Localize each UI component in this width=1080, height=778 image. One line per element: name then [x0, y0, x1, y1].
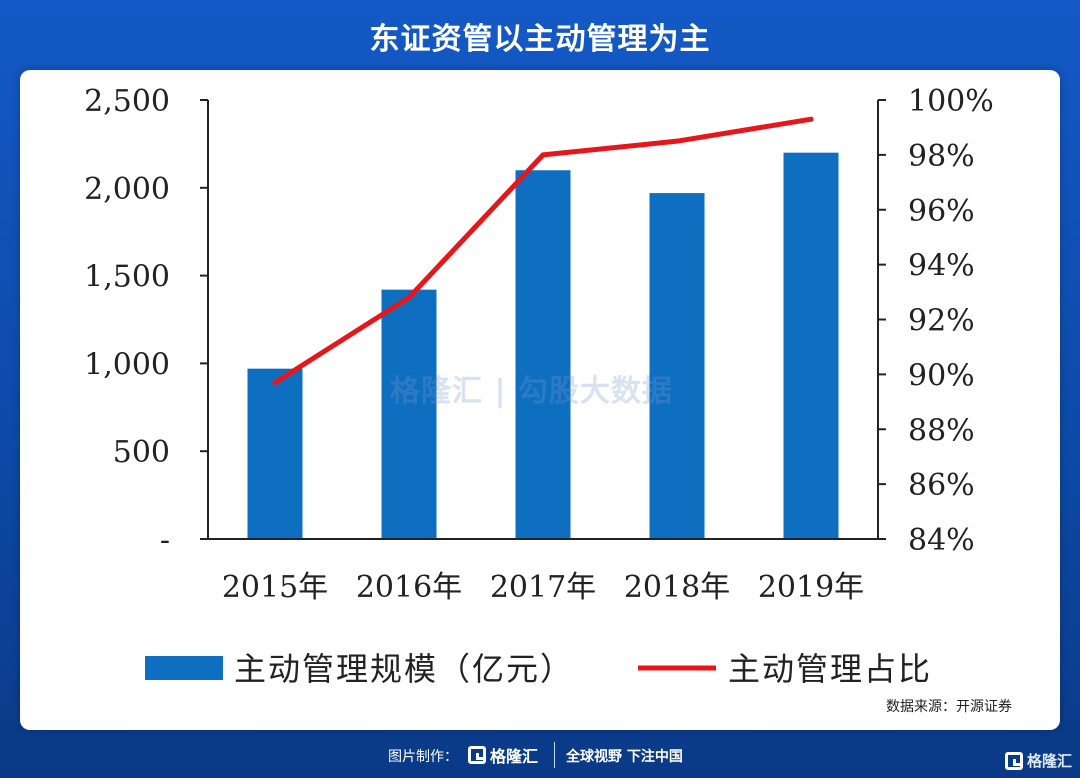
bar-2015年: [247, 368, 303, 539]
y-left-tick-label: -: [160, 523, 170, 558]
y-right-tick-label: 100%: [908, 84, 994, 119]
bar-2017年: [515, 170, 571, 539]
bar-2016年: [381, 289, 437, 539]
chart-card: - 500 1,000 1,500 2,000 2,500 84% 86% 88% 90% 92% 9…: [20, 70, 1060, 730]
line-point: [406, 295, 412, 301]
footer-bar: 图片制作： 格隆汇 全球视野 下注中国 格隆汇: [0, 730, 1080, 778]
line-point: [540, 152, 546, 158]
y-left-tick-label: 1,500: [84, 260, 170, 295]
y-right-tick-label: 94%: [908, 249, 975, 284]
source-note: 数据来源：开源证券: [886, 699, 1012, 715]
corner-logo: 格隆汇: [1004, 750, 1072, 771]
x-tick-label: 2016年: [356, 570, 462, 605]
logo-icon: [468, 746, 486, 764]
y-right-tick-label: 90%: [908, 358, 975, 393]
footer-label: 图片制作：: [388, 749, 458, 765]
y-right-tick-label: 86%: [908, 468, 975, 503]
legend-label-bar: 主动管理规模（亿元）: [234, 650, 574, 688]
chart: - 500 1,000 1,500 2,000 2,500 84% 86% 88% 90% 92% 9…: [84, 84, 994, 688]
legend-label-line: 主动管理占比: [728, 650, 932, 688]
page-title: 东证资管以主动管理为主: [369, 22, 711, 57]
y-right-tick-label: 92%: [908, 304, 975, 339]
y-right-tick-label: 88%: [908, 413, 975, 448]
y-left-tick-label: 1,000: [84, 347, 170, 382]
y-left-tick-label: 2,500: [84, 84, 170, 119]
y-left-tick-label: 2,000: [84, 172, 170, 207]
x-tick-label: 2019年: [758, 570, 864, 605]
x-tick-label: 2015年: [222, 570, 328, 605]
footer-slogan: 全球视野 下注中国: [566, 749, 683, 765]
watermark: 格隆汇 | 勾股大数据: [390, 374, 673, 409]
footer-logo: 格隆汇: [468, 743, 538, 767]
title-banner: 东证资管以主动管理为主: [0, 0, 1080, 72]
corner-logo-icon: [1004, 751, 1023, 770]
line-point: [808, 116, 814, 122]
y-right-tick-label: 96%: [908, 194, 975, 229]
bar-2018年: [649, 193, 705, 539]
y-left-tick-label: 500: [113, 435, 170, 470]
footer-logo-text: 格隆汇: [490, 747, 539, 766]
footer-divider: [554, 742, 555, 768]
line-point: [272, 380, 278, 386]
x-tick-label: 2018年: [624, 570, 730, 605]
legend-swatch-bar: [145, 656, 223, 680]
y-right-tick-label: 84%: [908, 523, 975, 558]
x-tick-label: 2017年: [490, 570, 596, 605]
line-point: [674, 138, 680, 144]
corner-logo-text: 格隆汇: [1026, 752, 1072, 770]
bar-2019年: [783, 152, 839, 539]
y-right-tick-label: 98%: [908, 139, 975, 174]
